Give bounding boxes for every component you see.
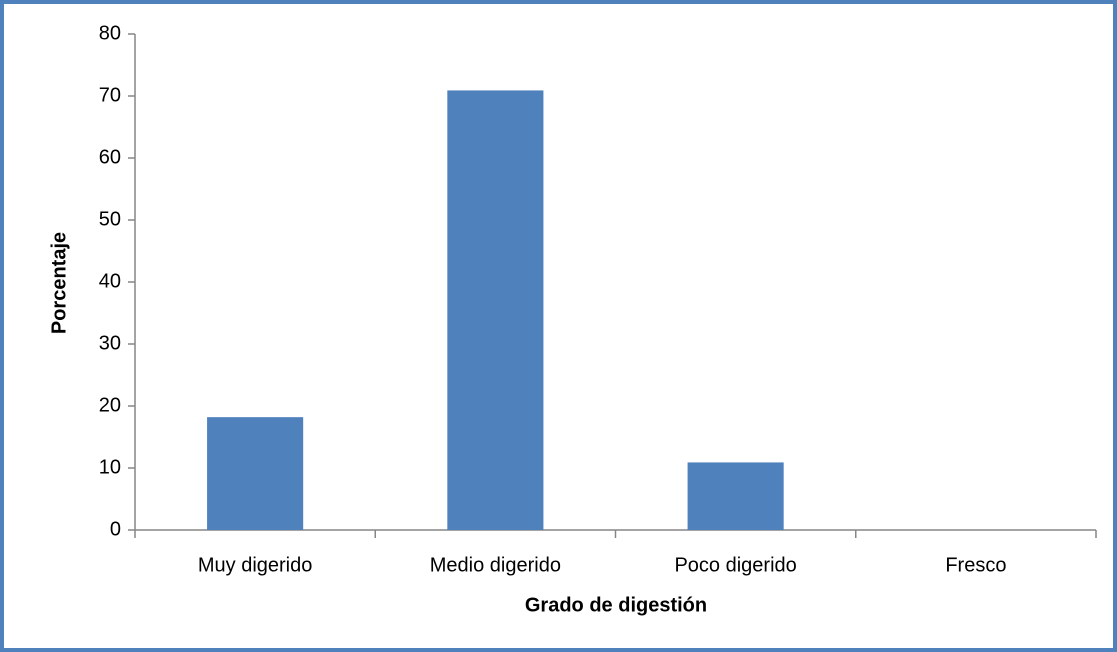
y-tick-label: 70 <box>99 84 121 106</box>
y-tick-label: 20 <box>99 394 121 416</box>
y-tick-label: 10 <box>99 456 121 478</box>
y-tick-label: 30 <box>99 332 121 354</box>
x-axis-title: Grado de digestión <box>525 594 707 616</box>
x-tick-label: Muy digerido <box>198 554 313 576</box>
x-tick-label: Medio digerido <box>430 554 561 576</box>
y-tick-label: 60 <box>99 146 121 168</box>
y-tick-label: 0 <box>110 518 121 540</box>
y-axis-title: Porcentaje <box>48 232 70 334</box>
bar <box>687 462 784 530</box>
bar <box>447 90 544 531</box>
y-tick-label: 80 <box>99 22 121 44</box>
y-tick-label: 40 <box>99 270 121 292</box>
bar <box>207 417 304 530</box>
x-tick-label: Fresco <box>945 554 1006 576</box>
x-tick-label: Poco digerido <box>674 554 796 576</box>
y-tick-label: 50 <box>99 208 121 230</box>
